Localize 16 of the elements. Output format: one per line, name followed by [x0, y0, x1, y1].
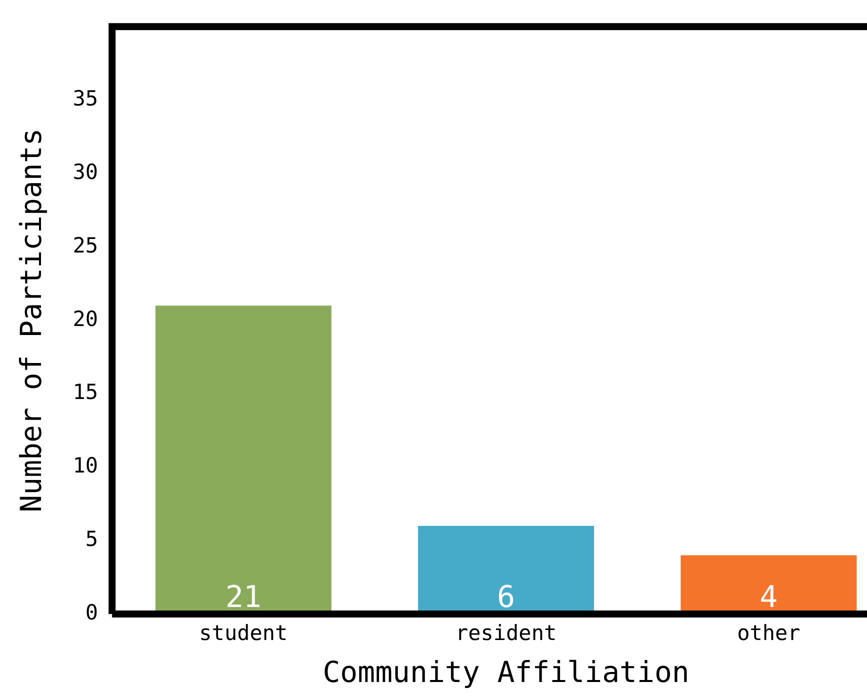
data-label: 21 [225, 580, 262, 615]
y-axis-title: Number of Participants [14, 128, 48, 512]
x-tick-label: resident [455, 621, 557, 646]
y-tick-label: 35 [72, 86, 98, 110]
y-tick-label: 5 [85, 527, 98, 552]
data-label: 4 [760, 580, 778, 615]
y-tick-label: 0 [85, 600, 98, 624]
data-label: 6 [497, 580, 516, 615]
x-axis-title: Community Affiliation [322, 655, 690, 690]
y-tick-label: 10 [72, 454, 98, 478]
x-tick-label: student [199, 621, 288, 646]
y-tick-label: 30 [72, 160, 98, 184]
y-tick-label: 20 [72, 306, 98, 331]
y-tick-label: 25 [72, 233, 98, 258]
y-tick-label: 15 [72, 380, 98, 404]
x-tick-label: other [737, 621, 800, 646]
